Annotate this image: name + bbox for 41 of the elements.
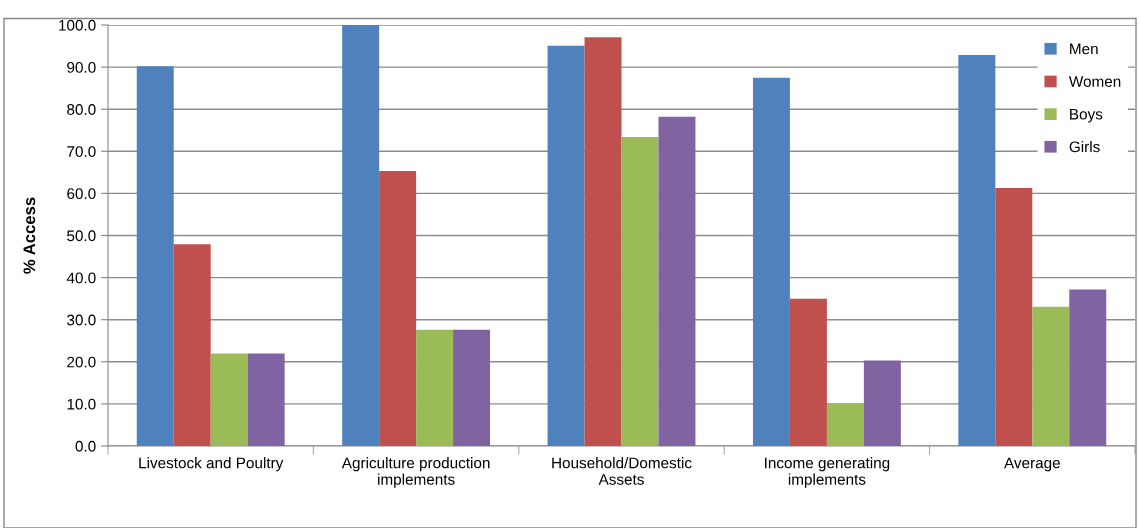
legend-label: Boys (1070, 108, 1103, 123)
y-tick-label: 70.0 (67, 146, 96, 157)
y-tick-label: 60.0 (67, 188, 96, 200)
bar (247, 353, 285, 446)
y-tick-label: 0.0 (75, 440, 96, 452)
y-tick-label: 80.0 (67, 104, 96, 115)
bar (210, 353, 248, 446)
x-tick-label: Income generating implements (765, 457, 890, 488)
bar (995, 187, 1033, 446)
legend-label: Men (1070, 43, 1098, 55)
bar (658, 116, 696, 446)
y-tick-label: 50.0 (67, 230, 96, 242)
bar (547, 45, 585, 446)
bar (342, 25, 380, 446)
y-tick-label: 90.0 (67, 61, 96, 73)
bar (173, 244, 211, 446)
bar (1032, 306, 1070, 446)
legend-label: Women (1068, 76, 1121, 87)
bar (789, 298, 827, 446)
bar (379, 171, 417, 446)
y-tick-label: 40.0 (66, 272, 96, 284)
bar (863, 360, 901, 446)
bar (826, 403, 864, 446)
y-axis-title: % Access (23, 197, 36, 274)
bar (752, 77, 790, 446)
x-tick-label: Household/Domestic Assets (552, 457, 692, 485)
y-tick-label: 100.0 (59, 19, 96, 31)
bar (136, 66, 174, 446)
bar (1069, 289, 1107, 446)
x-tick-label: Average (1004, 457, 1060, 472)
legend-label: Girls (1069, 141, 1100, 153)
y-tick-label: 20.0 (67, 356, 96, 368)
bar (416, 329, 454, 446)
y-tick-label: 30.0 (67, 314, 96, 326)
bar (958, 54, 996, 446)
x-tick-label: Agriculture production implements (341, 457, 490, 488)
x-tick-label: Livestock and Poultry (139, 457, 284, 472)
bar (621, 136, 659, 446)
y-tick-label: 10.0 (67, 398, 96, 410)
bar (584, 37, 622, 446)
bar (453, 329, 491, 446)
